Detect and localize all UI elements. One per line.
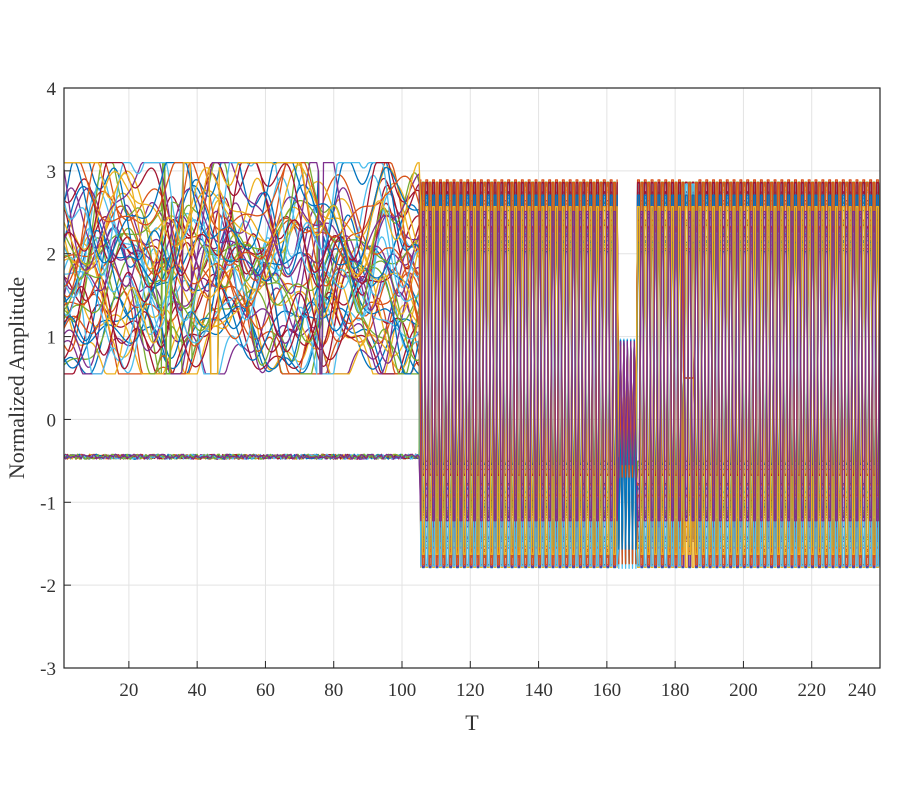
x-tick-label: 20 — [119, 680, 138, 701]
x-tick-label: 160 — [593, 680, 622, 701]
x-tick-label: 120 — [456, 680, 485, 701]
y-axis-label: Normalized Amplitude — [4, 277, 29, 479]
x-tick-label: 240 — [848, 680, 877, 701]
axes-box — [63, 87, 881, 669]
x-tick-label: 100 — [388, 680, 417, 701]
y-tick-label: 4 — [47, 79, 57, 100]
x-tick-label: 80 — [324, 680, 343, 701]
x-tick-label: 140 — [524, 680, 553, 701]
series-line — [64, 161, 880, 565]
x-tick-label: 60 — [256, 680, 275, 701]
x-tick-label: 220 — [797, 680, 826, 701]
y-tick-label: 3 — [47, 162, 57, 183]
y-tick-label: 0 — [47, 410, 57, 431]
y-tick-labels: -3 -2 -1 0 1 2 3 4 — [40, 79, 56, 680]
x-tick-label: 40 — [188, 680, 207, 701]
y-tick-label: 2 — [47, 245, 57, 266]
tick-marks — [64, 87, 881, 669]
series-lines — [64, 161, 880, 569]
x-tick-label: 180 — [661, 680, 690, 701]
series-line — [64, 161, 880, 555]
y-tick-label: -3 — [40, 659, 56, 680]
x-axis-label: T — [465, 710, 479, 735]
x-tick-label: 200 — [729, 680, 758, 701]
y-tick-label: 1 — [47, 328, 57, 349]
y-tick-label: -1 — [40, 493, 56, 514]
y-tick-label: -2 — [40, 576, 56, 597]
plot-area — [64, 161, 880, 569]
series-line — [64, 210, 880, 522]
x-tick-labels: 20 40 60 80 100 120 140 160 180 200 220 240 — [119, 680, 876, 701]
